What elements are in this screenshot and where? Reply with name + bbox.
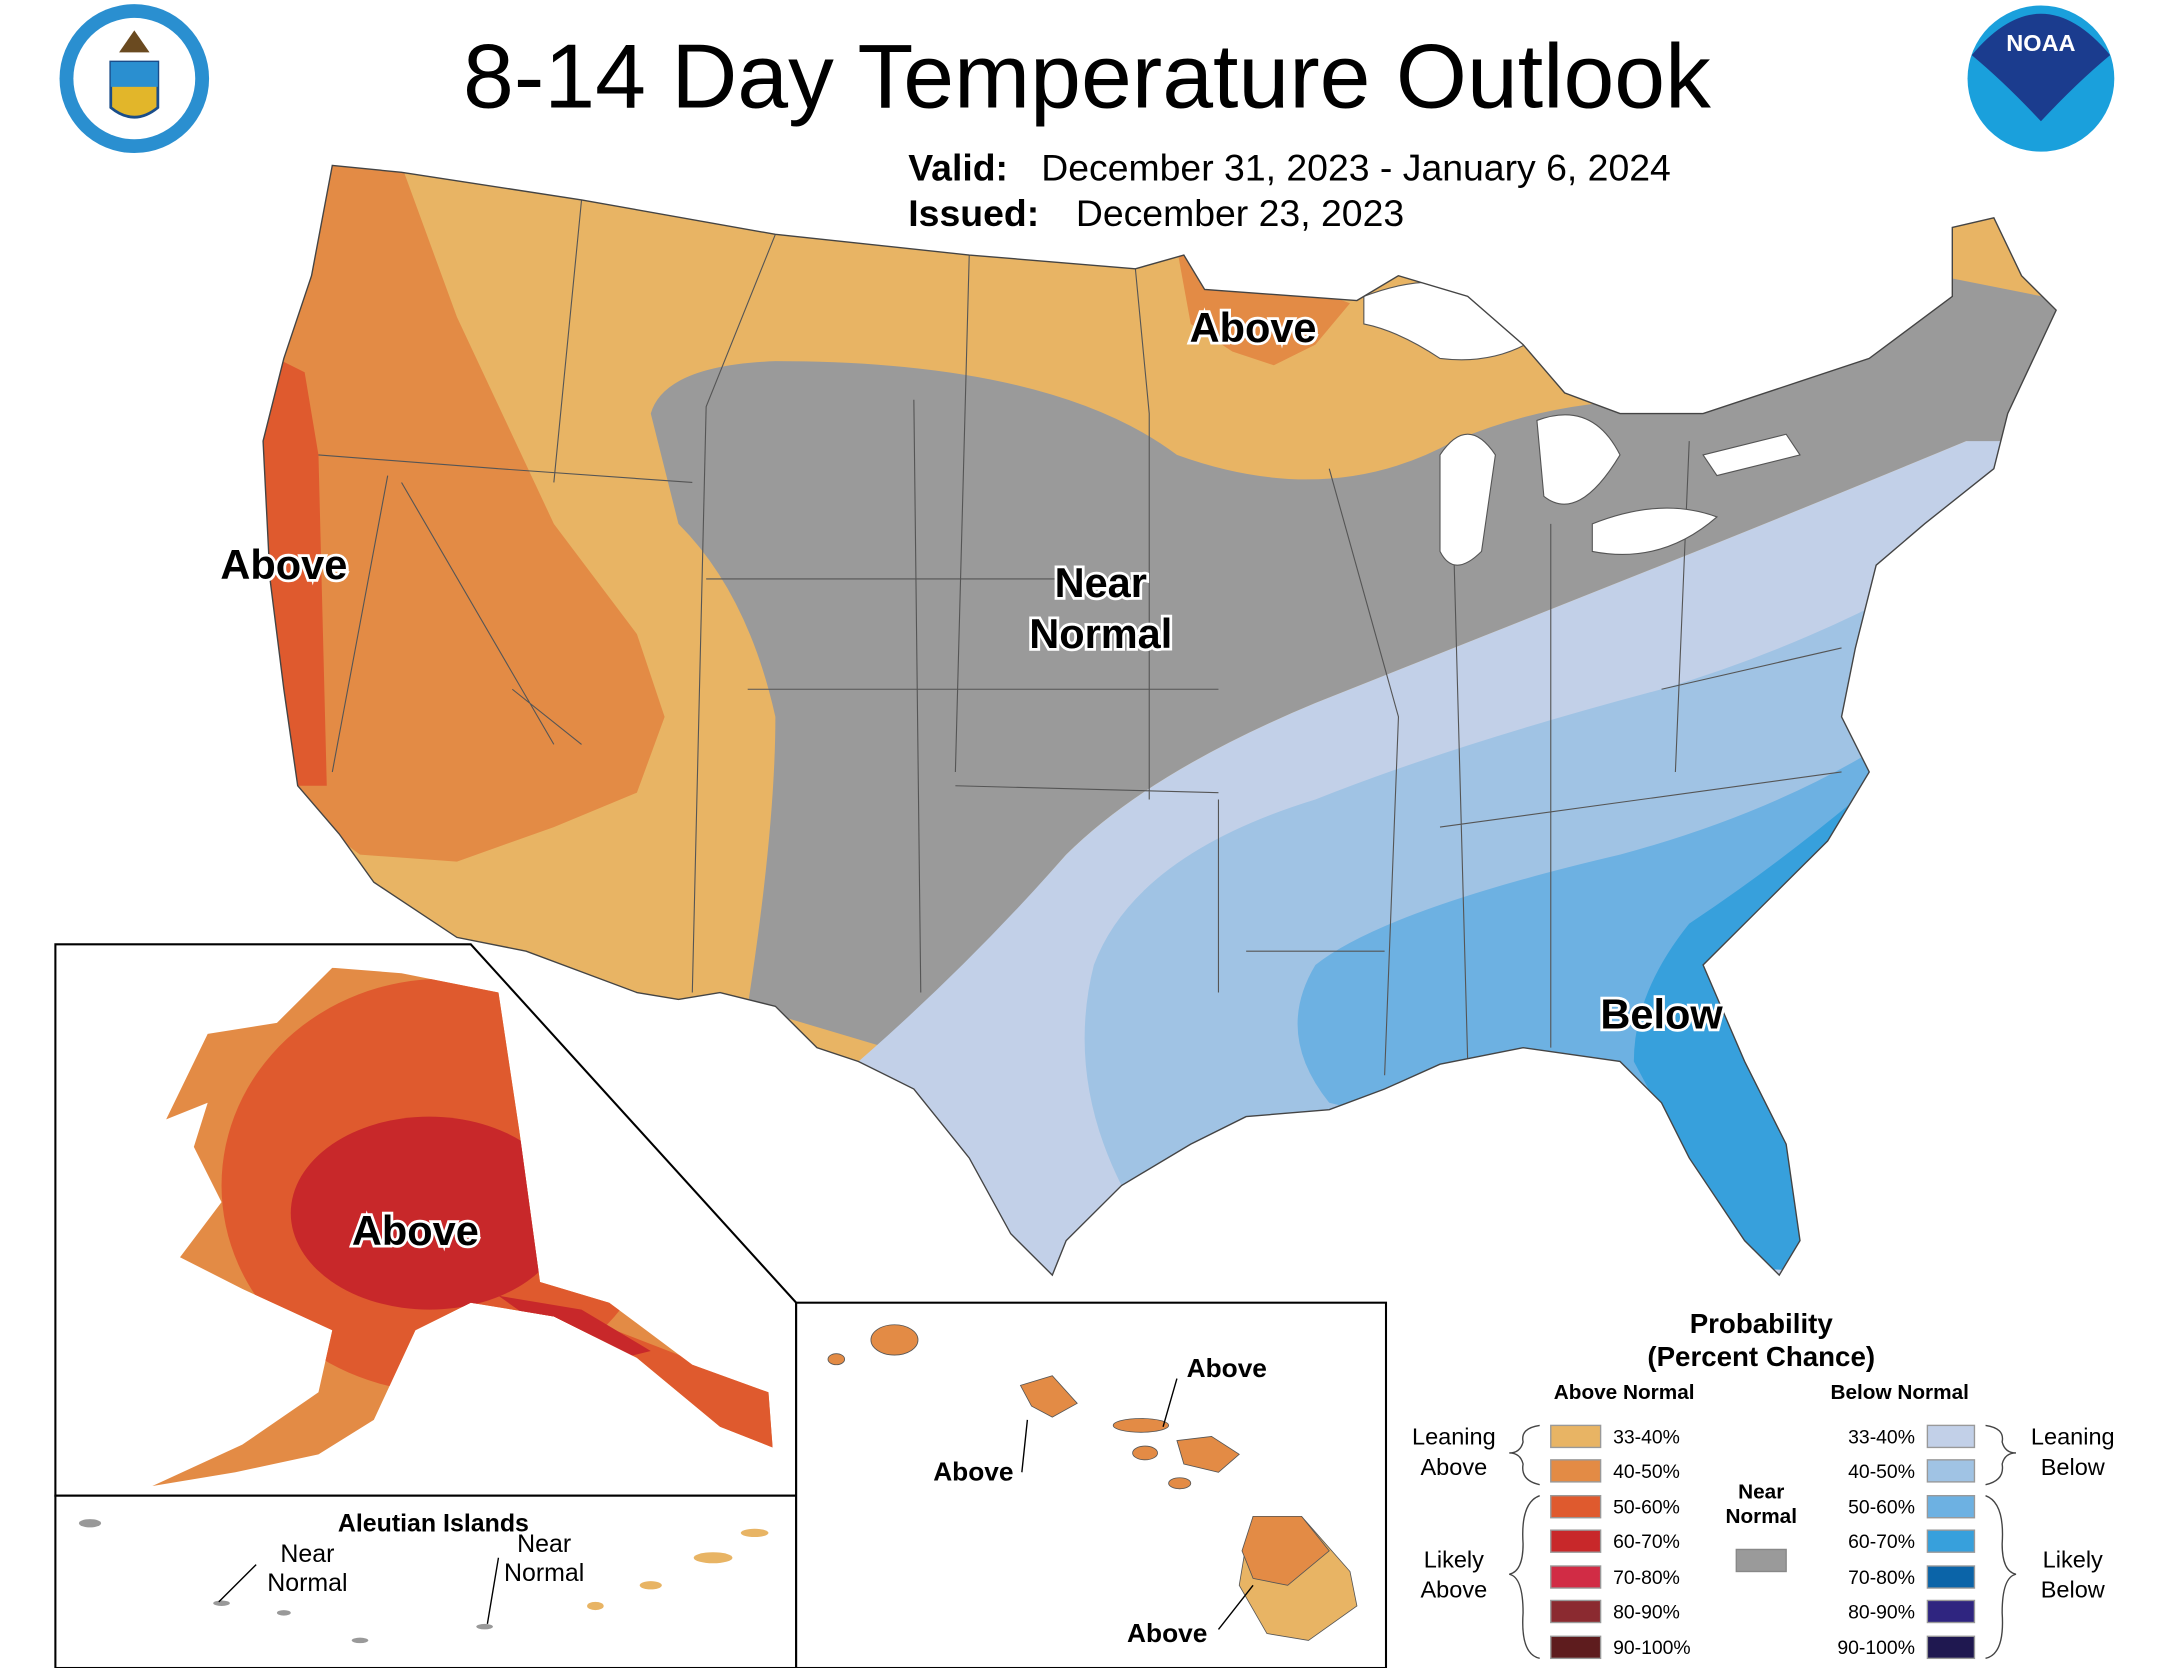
- aleutian-pointers: [218, 1557, 500, 1625]
- legend-below-swatch: [1926, 1599, 1976, 1624]
- legend-near-1: Near: [1738, 1480, 1784, 1503]
- label-below-southeast: Below: [1600, 990, 1723, 1037]
- legend-leaning-below-1: Leaning: [2031, 1424, 2115, 1450]
- zone-above-40-50-west: [263, 165, 665, 862]
- label-above-hawaii-oahu: Above: [933, 1457, 1013, 1487]
- legend-above-swatch: [1550, 1424, 1602, 1449]
- legend-leaning-above-1: Leaning: [1412, 1424, 1496, 1450]
- great-lakes: [1363, 281, 1801, 566]
- aleutian-west-normal: Normal: [267, 1569, 347, 1597]
- page-title: 8-14 Day Temperature Outlook: [463, 26, 1711, 128]
- legend-likely-below-1: Likely: [2043, 1546, 2103, 1572]
- legend-below-range: 80-90%: [1848, 1601, 1915, 1623]
- legend-leaning-above-2: Above: [1420, 1454, 1487, 1480]
- hawaii-islands: [827, 1324, 1358, 1641]
- aleutian-title: Aleutian Islands: [338, 1510, 529, 1538]
- aleutian-islands: [78, 1519, 769, 1644]
- legend-below-swatch: [1926, 1494, 1976, 1519]
- legend-above-swatch: [1550, 1459, 1602, 1483]
- legend-below-swatch: [1926, 1459, 1976, 1483]
- issued-label: Issued:: [908, 192, 1039, 234]
- label-above-hawaii-big-island: Above: [1127, 1618, 1207, 1648]
- aleutian-inset-frame: [54, 1494, 798, 1668]
- label-near-normal-2: Normal: [1029, 610, 1172, 657]
- legend-below-range: 40-50%: [1848, 1461, 1915, 1483]
- legend-below-swatch: [1926, 1635, 1976, 1660]
- legend-above-range: 70-80%: [1613, 1567, 1680, 1589]
- legend-likely-above-2: Above: [1420, 1577, 1487, 1603]
- legend-below-header: Below Normal: [1830, 1381, 1968, 1404]
- legend-leaning-below-2: Below: [2041, 1454, 2105, 1480]
- legend-below-range: 70-80%: [1848, 1567, 1915, 1589]
- label-above-upper-midwest: Above: [1190, 304, 1317, 351]
- aleutian-east-normal: Normal: [504, 1559, 584, 1587]
- legend-likely-below-2: Below: [2041, 1577, 2105, 1603]
- label-above-alaska: Above: [352, 1207, 479, 1254]
- hawaii-pointers: [1021, 1378, 1254, 1630]
- label-near-normal-1: Near: [1055, 559, 1147, 606]
- legend-above-range: 50-60%: [1613, 1497, 1680, 1519]
- label-above-west: Above: [220, 541, 347, 588]
- valid-dates: December 31, 2023 - January 6, 2024: [1041, 147, 1671, 189]
- state-borders: [318, 199, 1842, 1076]
- legend-below-swatch: [1926, 1424, 1976, 1449]
- legend-above-range: 33-40%: [1613, 1426, 1680, 1448]
- legend-likely-above-1: Likely: [1424, 1546, 1484, 1572]
- doc-seal-logo: [59, 4, 210, 154]
- legend-near-normal-swatch: [1735, 1548, 1787, 1573]
- legend-near-2: Normal: [1725, 1505, 1797, 1528]
- legend-above-swatch: [1550, 1529, 1602, 1553]
- probability-legend: Probability (Percent Chance) Above Norma…: [1412, 1308, 2115, 1659]
- legend-below-range: 50-60%: [1848, 1497, 1915, 1519]
- noaa-logo-text: NOAA: [2006, 30, 2075, 56]
- legend-above-swatch: [1550, 1565, 1602, 1589]
- noaa-logo: NOAA: [1967, 5, 2115, 152]
- legend-below-range: 90-100%: [1837, 1637, 1915, 1659]
- legend-title-2: (Percent Chance): [1647, 1341, 1875, 1372]
- legend-above-header: Above Normal: [1554, 1381, 1695, 1404]
- legend-below-range: 60-70%: [1848, 1531, 1915, 1553]
- legend-above-range: 80-90%: [1613, 1601, 1680, 1623]
- conus-outline: [262, 164, 2057, 1277]
- issued-date: December 23, 2023: [1076, 192, 1404, 234]
- legend-above-range: 40-50%: [1613, 1461, 1680, 1483]
- legend-below-swatch: [1926, 1529, 1976, 1553]
- legend-braces: [1509, 1424, 2017, 1660]
- aleutian-west-near: Near: [280, 1540, 334, 1568]
- label-above-hawaii-maui: Above: [1187, 1353, 1267, 1383]
- legend-title-1: Probability: [1690, 1308, 1834, 1339]
- legend-above-range: 60-70%: [1613, 1531, 1680, 1553]
- legend-below-swatch: [1926, 1565, 1976, 1589]
- legend-above-swatch: [1550, 1635, 1602, 1660]
- legend-above-range: 90-100%: [1613, 1637, 1691, 1659]
- legend-above-swatch: [1550, 1494, 1602, 1519]
- aleutian-east-near: Near: [517, 1530, 571, 1558]
- legend-below-range: 33-40%: [1848, 1426, 1915, 1448]
- legend-above-swatch: [1550, 1599, 1602, 1624]
- valid-label: Valid:: [908, 147, 1008, 189]
